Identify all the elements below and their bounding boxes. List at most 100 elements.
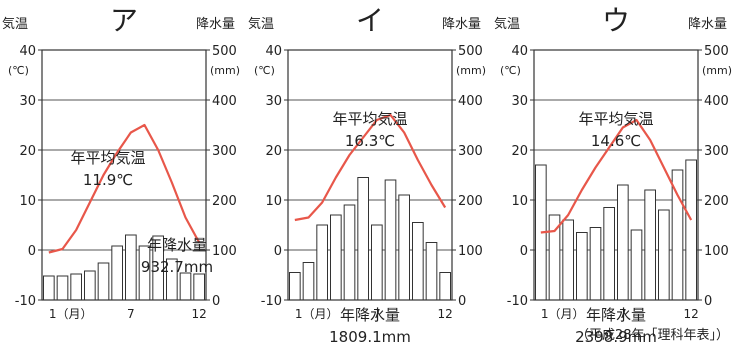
precip-tick-label: 500	[212, 44, 237, 59]
precip-bar-month-8	[630, 229, 643, 301]
month-tick-label: 7	[619, 307, 627, 321]
precip-bar-month-1	[43, 275, 55, 301]
precip-bar-month-5	[97, 262, 110, 301]
annual-temp-value: 11.9℃	[83, 171, 133, 189]
precip-axis-label: 降水量	[442, 17, 481, 32]
precip-axis-label: 降水量	[196, 17, 235, 32]
chart-title: ウ	[602, 4, 630, 37]
source-note: （平成28年「理科年表」）	[575, 328, 729, 343]
annual-temp-value: 16.3℃	[345, 132, 395, 150]
temp-tick-label: 20	[19, 144, 36, 159]
precip-tick-label: 100	[458, 244, 483, 259]
annual-precip-value: 1809.1mm	[329, 328, 411, 345]
precip-tick-label: 100	[212, 244, 237, 259]
precip-unit: (mm)	[702, 64, 732, 77]
temp-tick-label: 0	[520, 244, 528, 259]
temp-unit: (℃)	[254, 64, 275, 77]
month-tick-label: 1（月）	[49, 307, 93, 321]
month-tick-label: 7	[373, 307, 381, 321]
chart-title: ア	[110, 4, 138, 37]
temp-tick-label: -10	[261, 294, 282, 309]
month-tick-label: 12	[684, 307, 699, 321]
precip-tick-label: 0	[458, 294, 466, 309]
temp-tick-label: 30	[265, 94, 282, 109]
precip-tick-label: 500	[704, 44, 729, 59]
precip-tick-label: 300	[212, 144, 237, 159]
precip-bar-month-12	[439, 272, 452, 301]
precip-bar-month-11	[179, 272, 192, 301]
temp-tick-label: 40	[19, 44, 36, 59]
temp-tick-label: 30	[19, 94, 36, 109]
precip-tick-label: 0	[704, 294, 712, 309]
precip-bar-month-10	[412, 222, 424, 301]
temp-tick-label: 0	[28, 244, 36, 259]
precip-bar-month-12	[193, 273, 205, 301]
precip-tick-label: 300	[458, 144, 483, 159]
precip-bar-month-3	[316, 224, 329, 301]
temp-tick-label: -10	[507, 294, 528, 309]
precip-bar-month-4	[576, 232, 588, 301]
plot-frame	[533, 49, 699, 301]
annual-precip-label: 年降水量	[147, 236, 207, 254]
precip-axis-label: 降水量	[688, 17, 727, 32]
temp-axis-label: 気温	[2, 16, 28, 32]
precip-bar-month-3	[562, 219, 574, 301]
precip-tick-label: 200	[212, 194, 237, 209]
temp-tick-label: 30	[511, 94, 528, 109]
temp-axis-label: 気温	[248, 16, 274, 32]
precip-tick-label: 300	[704, 144, 729, 159]
temp-tick-label: 40	[265, 44, 282, 59]
temperature-line	[48, 123, 201, 254]
precip-tick-label: 200	[704, 194, 729, 209]
precip-tick-label: 400	[704, 94, 729, 109]
precip-bar-month-11	[425, 242, 438, 301]
precip-bar-month-2	[302, 262, 315, 301]
precip-unit: (mm)	[210, 64, 240, 77]
month-tick-label: 12	[192, 307, 207, 321]
precip-bar-month-4	[330, 214, 342, 301]
temp-tick-label: 0	[274, 244, 282, 259]
month-tick-label: 7	[127, 307, 135, 321]
temp-unit: (℃)	[500, 64, 521, 77]
plot-frame	[287, 49, 453, 301]
precip-bar-month-6	[603, 207, 615, 301]
precip-bar-month-6	[357, 177, 370, 301]
precip-bar-month-4	[84, 270, 96, 301]
plot-frame	[41, 49, 207, 301]
precip-bar-month-8	[384, 179, 397, 301]
precip-bar-month-5	[589, 227, 602, 301]
month-tick-label: 1（月）	[295, 307, 339, 321]
precip-tick-label: 100	[704, 244, 729, 259]
temp-unit: (℃)	[8, 64, 29, 77]
precip-tick-label: 0	[212, 294, 220, 309]
temperature-line	[294, 113, 447, 222]
precip-bar-month-12	[685, 159, 697, 301]
month-tick-label: 12	[438, 307, 453, 321]
precip-bar-month-7	[371, 224, 383, 301]
annual-temp-label: 年平均気温	[578, 110, 653, 128]
precip-bar-month-3	[70, 273, 83, 301]
precip-bar-month-2	[56, 275, 69, 301]
temp-axis-label: 気温	[494, 16, 520, 32]
temp-tick-label: -10	[15, 294, 36, 309]
annual-temp-value: 14.6℃	[591, 132, 641, 150]
precip-unit: (mm)	[456, 64, 486, 77]
precip-bar-month-7	[125, 234, 137, 301]
precip-tick-label: 400	[212, 94, 237, 109]
annual-precip-value: 2398.9mm	[575, 328, 657, 345]
precip-tick-label: 500	[458, 44, 483, 59]
temp-tick-label: 10	[511, 194, 528, 209]
temp-tick-label: 40	[511, 44, 528, 59]
chart-title: イ	[356, 4, 384, 37]
precip-bar-month-6	[111, 245, 124, 301]
annual-precip-label: 年降水量	[340, 306, 400, 324]
annual-precip-label: 年降水量	[586, 306, 646, 324]
month-tick-label: 1（月）	[541, 307, 585, 321]
precip-bar-month-1	[289, 272, 301, 301]
annual-temp-label: 年平均気温	[332, 110, 407, 128]
